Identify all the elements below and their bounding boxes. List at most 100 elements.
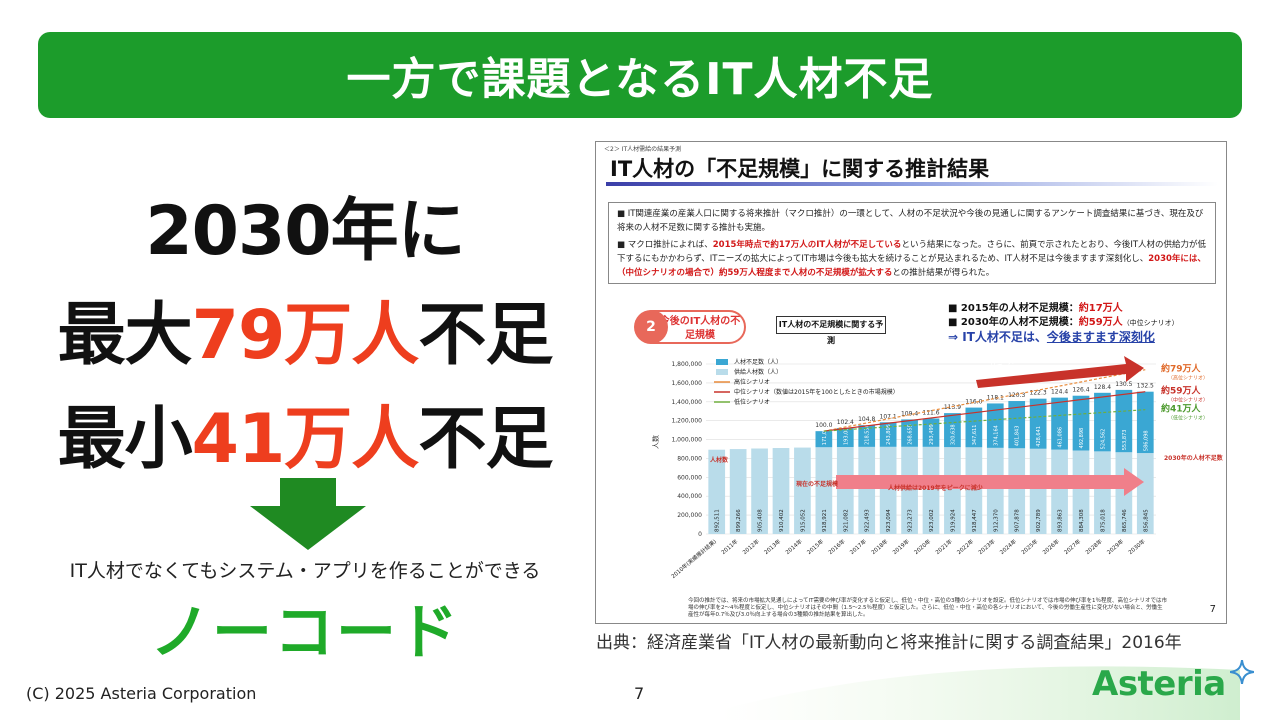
chart-y-tick: 1,600,000 [671, 380, 702, 387]
chart-annotation-mid-note: （中位シナリオ） [1168, 397, 1208, 404]
chart-bar-supply [1094, 451, 1111, 534]
chart-y-tick: 1,000,000 [671, 437, 702, 444]
chart-supply-label: 918,447 [972, 509, 978, 532]
chart-index-label: 109.4 [901, 410, 918, 417]
chart-x-tick: 2024年 [998, 537, 1018, 556]
chart-x-tick: 2011年 [719, 537, 739, 556]
chart-x-tick: 2029年 [1105, 537, 1125, 556]
chart-index-label: 132.5 [1137, 383, 1154, 390]
page-title: 一方で課題となるIT人材不足 [346, 54, 934, 105]
chart-x-tick: 2016年 [826, 537, 846, 556]
chart-bar-shortage [1051, 397, 1068, 450]
chart-bar-supply [944, 447, 961, 534]
chart-x-tick: 2017年 [848, 537, 868, 556]
chart-y-tick: 400,000 [677, 493, 702, 500]
chart-bar-shortage [944, 413, 961, 448]
down-arrow-icon [250, 478, 366, 550]
chart-bar-supply [1008, 448, 1026, 534]
chart-shortage-arrow [836, 468, 1144, 496]
chart-shortage-label: 492,898 [1079, 428, 1085, 449]
chart-shortage-label: 374,164 [993, 425, 999, 446]
chart-scenario-line [823, 391, 1146, 432]
chart-bar-supply [751, 448, 768, 534]
chart-bar-shortage [922, 418, 940, 447]
chart-index-label: 111.6 [922, 409, 939, 416]
slide-title: IT人材の「不足規模」に関する推計結果 [610, 157, 990, 181]
chart-x-tick: 2025年 [1019, 537, 1039, 556]
chart-index-label: 122.3 [1030, 390, 1047, 397]
copyright: (C) 2025 Asteria Corporation [26, 684, 257, 703]
headline-block: 2030年に 最大79万人不足 最小41万人不足 [40, 180, 570, 492]
chart-shortage-label: 428,641 [1036, 426, 1042, 447]
chart-shortage-label: 268,655 [908, 424, 914, 445]
chart-annotation-mid: 約59万人 [1161, 385, 1202, 397]
chart-supply-label: 922,493 [865, 509, 871, 532]
slide-bullet-1: ■ IT関連産業の産業人口に関する将来推計（マクロ推計）の一環として、人材の不足… [617, 209, 1204, 233]
chart-x-tick: 2010年(実績推計結果) [669, 537, 718, 580]
chart-bar-supply [879, 446, 897, 534]
chart-shortage-label: 401,843 [1015, 426, 1021, 447]
chart-bar-supply [1029, 448, 1047, 534]
chart-bar-supply [1051, 449, 1068, 534]
chart-annotation-high-note: （高位シナリオ） [1168, 375, 1208, 382]
chart-index-label: 126.4 [1072, 387, 1089, 394]
chart-shortage-label: 293,499 [929, 424, 935, 445]
chart-x-tick: 2021年 [934, 537, 954, 556]
chart-supply-label: 893,863 [1058, 509, 1064, 532]
chart-supply-label: 856,845 [1143, 509, 1149, 532]
chart-bar-supply [922, 446, 940, 534]
chart-bar-supply [794, 447, 811, 534]
chart-scenario-line [823, 369, 1146, 432]
chart-shortage-label: 243,805 [886, 424, 892, 445]
slide-prediction-label: IT人材の不足規模に関する予測 [776, 316, 886, 345]
chart-bar-supply [729, 449, 747, 534]
chart-supply-label: 923,094 [886, 509, 892, 532]
sparkle-icon [1230, 660, 1254, 684]
chart-supply-label: 919,924 [950, 509, 956, 532]
chart-supply-label: 865,746 [1122, 509, 1128, 532]
chart-supply-label: 899,266 [736, 509, 742, 532]
subtitle: IT人材でなくてもシステム・アプリを作ることができる [69, 560, 541, 582]
chart-bar-supply [986, 447, 1004, 534]
chart-legend-label: 人材不足数（人） [734, 358, 782, 366]
chart-growth-label: ITニーズの拡大により市場規模は今後も拡大 [990, 348, 1109, 368]
chart-shortage-label: 553,873 [1122, 430, 1128, 451]
chart-bar-shortage [858, 425, 876, 447]
chart-x-tick: 2027年 [1062, 537, 1082, 556]
chart-bar-supply [1136, 453, 1154, 534]
chart-supply-label: 905,408 [758, 509, 764, 532]
chart-bar-shortage [836, 428, 854, 448]
chart-supply-label: 921,082 [843, 509, 849, 532]
chart-bar-shortage [879, 422, 897, 447]
chart-bar-supply [708, 449, 726, 534]
title-bar: 一方で課題となるIT人材不足 [38, 32, 1242, 118]
chart-y-tick: 200,000 [677, 512, 702, 519]
chart-x-tick: 2022年 [955, 537, 975, 556]
headline-min-post: 不足 [418, 400, 553, 479]
chart-bar-shortage [986, 403, 1004, 448]
chart-y-label: 人数 [651, 435, 660, 449]
chart-legend-label: 低位シナリオ [734, 398, 770, 406]
chart-bar-supply [815, 447, 833, 534]
headline-max-number: 79万人 [191, 296, 420, 375]
chart-index-label: 124.4 [1051, 389, 1068, 396]
chart-supply-label: 902,789 [1036, 509, 1042, 532]
page-number: 7 [634, 684, 645, 703]
chart-x-tick: 2028年 [1084, 537, 1104, 556]
chart-bar-shortage [1115, 389, 1133, 453]
chart-shortage-label: 524,562 [1100, 429, 1106, 450]
chart-annotation-high: 約79万人 [1161, 363, 1202, 375]
chart-bar-supply [858, 446, 876, 534]
chart-scenario-line [823, 409, 1146, 432]
chart-bar-shortage [815, 431, 833, 448]
slide-summary-box: ■ IT関連産業の産業人口に関する将来推計（マクロ推計）の一環として、人材の不足… [608, 202, 1216, 284]
headline-min-number: 41万人 [191, 400, 420, 479]
slide-header-small: ＜2＞ IT人材需給の結果予測 [604, 146, 682, 153]
chart-index-label: 130.5 [1115, 381, 1132, 388]
summary-2015: ■ 2015年の人材不足規模：約17万人 [948, 303, 1123, 314]
shortage-chart: 0 200,000 400,000 600,000 800,000 1,000,000 1,… [651, 348, 1224, 580]
chart-bar-shortage [965, 407, 983, 448]
headline-year: 2030年に [145, 192, 465, 271]
chart-supply-label: 884,308 [1079, 509, 1085, 532]
chart-annotation-2030: 2030年の人材不足数 [1164, 454, 1224, 462]
